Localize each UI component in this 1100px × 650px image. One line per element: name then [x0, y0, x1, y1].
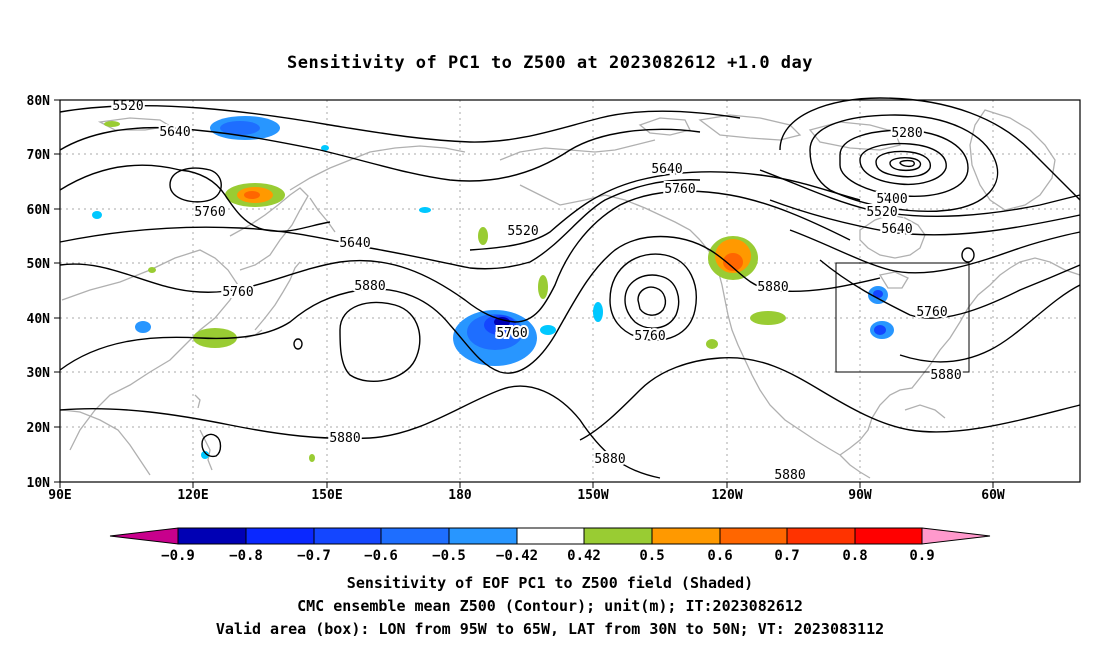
colorbar-segment [786, 527, 856, 545]
colorbar-label: −0.5 [432, 548, 466, 564]
caption: Sensitivity of EOF PC1 to Z500 field (Sh… [216, 574, 884, 638]
caption-line-1: Sensitivity of EOF PC1 to Z500 field (Sh… [347, 574, 753, 592]
contour-label: 5640 [339, 236, 370, 251]
colorbar-label: −0.6 [364, 548, 398, 564]
contour-label: 5520 [507, 224, 538, 239]
lon-tick-label: 90E [48, 488, 71, 503]
colorbar-segment [719, 527, 788, 545]
axis-ticks [54, 99, 994, 488]
colorbar-segment [516, 527, 585, 545]
colorbar-label: 0.7 [774, 548, 799, 564]
colorbar-label: 0.5 [639, 548, 664, 564]
lon-tick-label: 120W [711, 488, 742, 503]
colorbar-segment [448, 527, 518, 545]
colorbar-labels: −0.9 −0.8 −0.7 −0.6 −0.5 −0.42 0.42 0.5 … [161, 548, 935, 564]
contour-label: 5760 [664, 182, 695, 197]
gridlines [60, 100, 1080, 482]
coastlines [61, 109, 1081, 479]
lat-tick-label: 60N [27, 203, 51, 218]
colorbar-segment [854, 527, 923, 545]
lon-tick-label: 150E [311, 488, 342, 503]
lon-tick-label: 90W [848, 488, 872, 503]
lat-tick-label: 80N [27, 94, 51, 109]
lat-tick-label: 20N [27, 421, 51, 436]
contour-label: 5520 [112, 99, 143, 114]
contour-label: 5880 [354, 279, 385, 294]
colorbar-segment [313, 527, 382, 545]
lat-axis: 80N 70N 60N 50N 40N 30N 20N 10N [27, 94, 51, 491]
contour-label: 5640 [159, 125, 190, 140]
colorbar-segment [177, 527, 247, 545]
map-border [59, 99, 1081, 483]
lon-tick-label: 60W [981, 488, 1005, 503]
map-panel: 5520 5640 5760 5640 5760 5880 5520 5760 … [59, 97, 1081, 485]
contour-label: 5880 [930, 368, 961, 383]
valid-area-box [835, 262, 970, 373]
contour-label: 5880 [594, 452, 625, 467]
lon-tick-label: 180 [448, 488, 472, 503]
lat-tick-label: 40N [27, 312, 51, 327]
contour-label: 5520 [866, 205, 897, 220]
colorbar-segment [380, 527, 450, 545]
lat-tick-label: 70N [27, 148, 51, 163]
colorbar-low-triangle [109, 527, 179, 545]
lon-tick-label: 150W [577, 488, 608, 503]
colorbar-label: −0.8 [229, 548, 263, 564]
contour-label: 5280 [891, 126, 922, 141]
colorbar-segment [651, 527, 721, 545]
colorbar-label: −0.7 [297, 548, 331, 564]
caption-line-2: CMC ensemble mean Z500 (Contour); unit(m… [297, 597, 803, 615]
lat-tick-label: 50N [27, 257, 51, 272]
z500-contours [59, 97, 1081, 479]
colorbar-label: 0.9 [909, 548, 934, 564]
map-background [60, 100, 1080, 482]
colorbar-label: 0.8 [842, 548, 867, 564]
figure-title: Sensitivity of PC1 to Z500 at 2023082612… [287, 53, 813, 73]
colorbar-label: 0.6 [707, 548, 732, 564]
colorbar-label: 0.42 [567, 548, 601, 564]
colorbar: −0.9 −0.8 −0.7 −0.6 −0.5 −0.42 0.42 0.5 … [109, 527, 991, 564]
contour-label: 5880 [329, 431, 360, 446]
contour-label: 5760 [916, 305, 947, 320]
contour-label: 5640 [651, 162, 682, 177]
sensitivity-shading [92, 116, 894, 462]
caption-line-3: Valid area (box): LON from 95W to 65W, L… [216, 620, 884, 638]
colorbar-segment [583, 527, 653, 545]
colorbar-label: −0.42 [496, 548, 538, 564]
contour-label: 5640 [881, 222, 912, 237]
contour-label: 5760 [222, 285, 253, 300]
contour-label-group: 5520 5640 5760 5640 5760 5880 5520 5760 … [110, 97, 963, 485]
lat-tick-label: 30N [27, 366, 51, 381]
colorbar-label: −0.9 [161, 548, 195, 564]
contour-label: 5880 [774, 468, 805, 483]
contour-label: 5760 [194, 205, 225, 220]
contour-label: 5760 [496, 326, 527, 341]
colorbar-high-triangle [921, 527, 991, 545]
contour-label: 5880 [757, 280, 788, 295]
lon-axis: 90E 120E 150E 180 150W 120W 90W 60W [48, 488, 1005, 503]
lat-tick-label: 10N [27, 476, 51, 491]
contour-label: 5760 [634, 329, 665, 344]
contour-label: 5400 [876, 192, 907, 207]
lon-tick-label: 120E [177, 488, 208, 503]
colorbar-segment [245, 527, 315, 545]
